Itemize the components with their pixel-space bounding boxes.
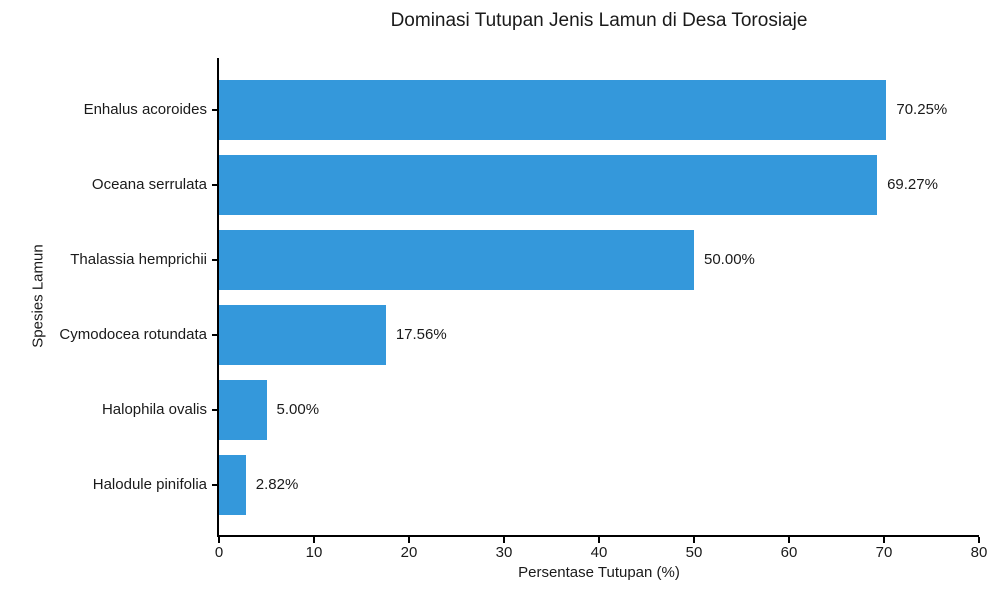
x-tick-label: 70 bbox=[875, 544, 893, 561]
y-tick-mark bbox=[212, 259, 218, 261]
x-tick-label: 20 bbox=[400, 544, 418, 561]
bar-thalassia-hemprichii bbox=[219, 230, 694, 290]
x-tick-label: 30 bbox=[495, 544, 513, 561]
bar-enhalus-acoroides bbox=[219, 80, 887, 140]
value-label: 17.56% bbox=[395, 326, 447, 343]
category-label: Oceana serrulata bbox=[91, 176, 207, 193]
y-tick-mark bbox=[212, 184, 218, 186]
x-tick-label: 60 bbox=[780, 544, 798, 561]
x-tick-mark bbox=[978, 537, 980, 543]
chart-title: Dominasi Tutupan Jenis Lamun di Desa Tor… bbox=[390, 10, 808, 31]
x-tick-mark bbox=[788, 537, 790, 543]
value-label: 2.82% bbox=[255, 476, 299, 493]
y-tick-mark bbox=[212, 484, 218, 486]
y-tick-mark bbox=[212, 109, 218, 111]
x-axis-label: Persentase Tutupan (%) bbox=[518, 564, 680, 581]
value-label: 69.27% bbox=[887, 176, 938, 193]
category-label: Cymodocea rotundata bbox=[59, 326, 207, 343]
value-label: 50.00% bbox=[704, 251, 755, 268]
x-tick-mark bbox=[693, 537, 695, 543]
value-label: 70.25% bbox=[896, 101, 948, 118]
x-tick-mark bbox=[313, 537, 315, 543]
bar-halophila-ovalis bbox=[219, 380, 267, 440]
bar-halodule-pinifolia bbox=[219, 455, 246, 515]
y-axis-spine bbox=[217, 58, 219, 537]
category-label: Thalassia hemprichii bbox=[70, 251, 207, 268]
x-tick-mark bbox=[503, 537, 505, 543]
y-tick-mark bbox=[212, 409, 218, 411]
x-tick-label: 80 bbox=[970, 544, 988, 561]
bar-oceana-serrulata bbox=[219, 155, 878, 215]
value-label: 5.00% bbox=[276, 401, 320, 418]
category-label: Enhalus acoroides bbox=[83, 101, 207, 118]
x-tick-mark bbox=[218, 537, 220, 543]
bar-cymodocea-rotundata bbox=[219, 305, 386, 365]
x-tick-label: 50 bbox=[685, 544, 703, 561]
x-tick-mark bbox=[408, 537, 410, 543]
x-tick-label: 10 bbox=[305, 544, 323, 561]
x-tick-label: 40 bbox=[590, 544, 608, 561]
x-tick-mark bbox=[598, 537, 600, 543]
x-axis-spine bbox=[217, 535, 979, 537]
x-tick-label: 0 bbox=[214, 544, 224, 561]
category-label: Halophila ovalis bbox=[101, 401, 207, 418]
category-label: Halodule pinifolia bbox=[92, 476, 207, 493]
y-tick-mark bbox=[212, 334, 218, 336]
x-tick-mark bbox=[883, 537, 885, 543]
